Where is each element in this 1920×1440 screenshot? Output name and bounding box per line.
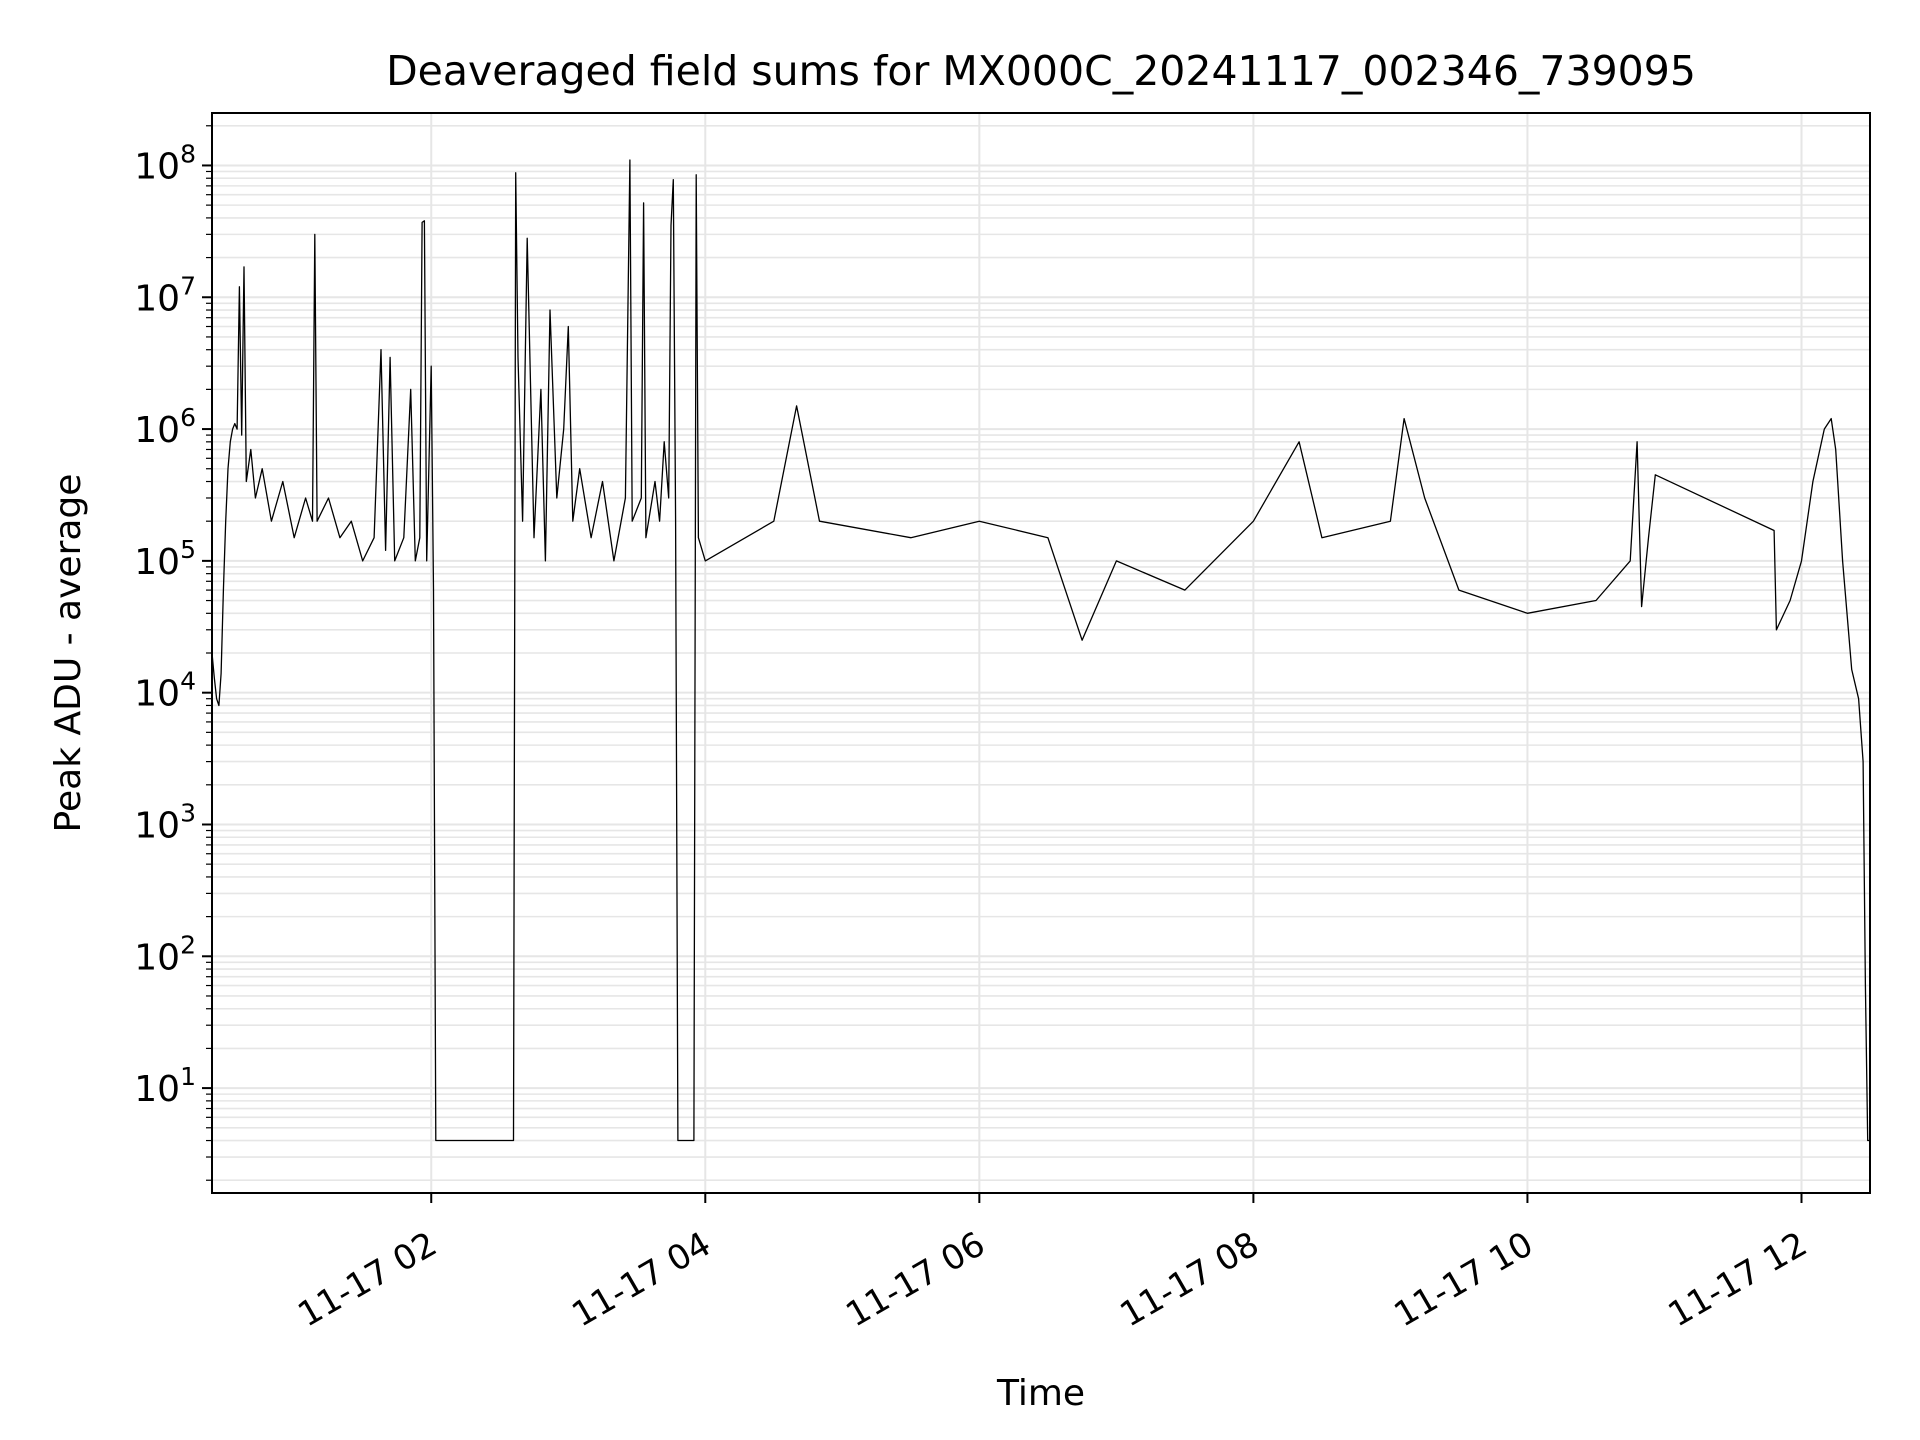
x-axis-label: Time <box>996 1373 1085 1414</box>
x-tick-label: 11-17 10 <box>1388 1224 1540 1335</box>
tick-layer: 11-17 02 11-17 04 11-17 06 11-17 08 11-17 10… <box>134 125 1814 1335</box>
x-tick-label: 11-17 04 <box>565 1224 717 1335</box>
y-tick-label: 103 <box>134 798 196 846</box>
grid-layer <box>212 113 1870 1193</box>
x-tick-label: 11-17 02 <box>291 1224 443 1335</box>
x-tick-label: 11-17 12 <box>1662 1224 1814 1335</box>
chart-title: Deaveraged field sums for MX000C_2024111… <box>386 47 1696 95</box>
y-tick-label: 104 <box>134 667 196 715</box>
y-tick-label: 108 <box>134 139 196 187</box>
y-tick-label: 101 <box>134 1062 196 1110</box>
x-tick-label: 11-17 06 <box>839 1224 991 1335</box>
x-tick-label: 11-17 08 <box>1113 1224 1265 1335</box>
y-tick-label: 102 <box>134 930 196 978</box>
y-tick-label: 106 <box>134 403 196 451</box>
y-axis-label: Peak ADU - average <box>48 474 89 833</box>
series-line <box>211 159 1870 1142</box>
y-tick-label: 107 <box>134 271 196 319</box>
y-tick-label: 105 <box>134 535 196 583</box>
